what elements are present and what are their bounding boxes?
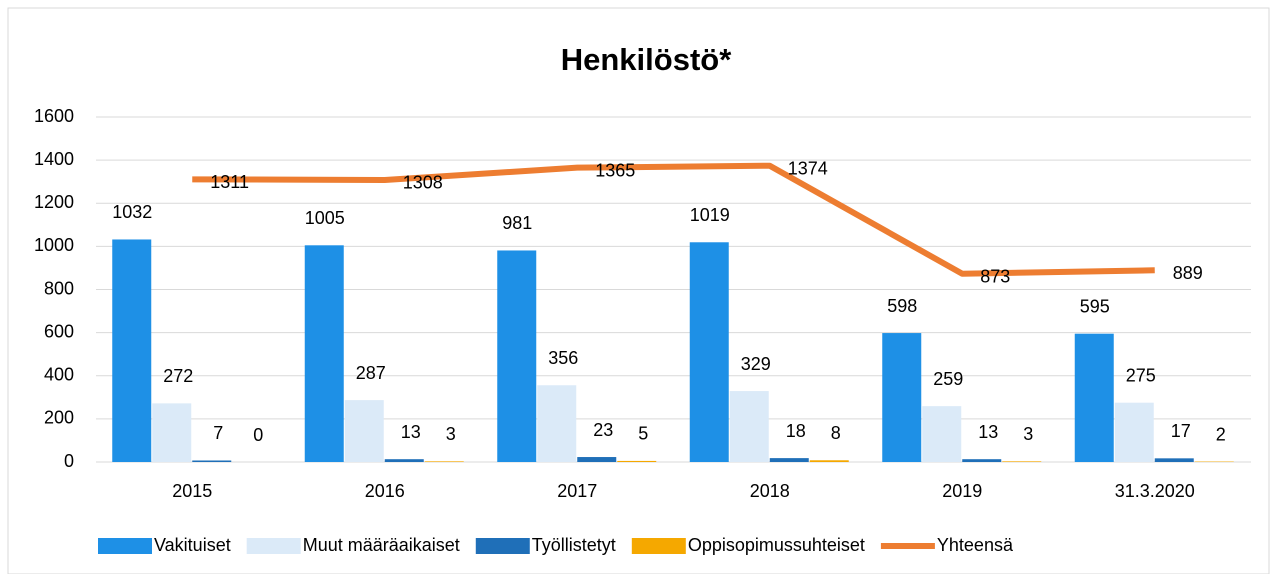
data-label: 595 xyxy=(1080,296,1110,316)
legend-swatch xyxy=(98,538,152,554)
y-tick-label: 400 xyxy=(44,365,74,385)
data-label: 17 xyxy=(1171,421,1191,441)
line-label: 873 xyxy=(980,267,1010,287)
y-tick-label: 1400 xyxy=(34,149,74,169)
x-tick-label: 2019 xyxy=(942,481,982,501)
legend-label: Muut määräaikaiset xyxy=(303,535,460,555)
legend-swatch xyxy=(246,538,301,554)
data-label: 7 xyxy=(213,423,223,443)
data-label: 3 xyxy=(446,424,456,444)
bar xyxy=(962,459,1002,462)
bar xyxy=(152,403,192,462)
data-label: 0 xyxy=(253,425,263,445)
bar xyxy=(577,457,617,462)
y-tick-label: 1000 xyxy=(34,235,74,255)
data-label: 5 xyxy=(638,424,648,444)
legend-label: Oppisopimussuhteiset xyxy=(688,535,865,555)
y-tick-label: 600 xyxy=(44,321,74,341)
data-label: 18 xyxy=(786,421,806,441)
chart-border xyxy=(7,7,1270,574)
bar xyxy=(882,333,922,462)
data-label: 287 xyxy=(356,363,386,383)
line-label: 1308 xyxy=(403,173,443,193)
bar xyxy=(112,239,152,462)
legend-label: Vakituiset xyxy=(154,535,231,555)
line-label: 1374 xyxy=(788,158,828,178)
data-label: 259 xyxy=(933,369,963,389)
bar xyxy=(384,459,424,462)
data-label: 1005 xyxy=(305,208,345,228)
bar xyxy=(1074,333,1114,462)
bar xyxy=(192,460,232,462)
line-label: 1365 xyxy=(595,160,635,180)
x-tick-label: 2016 xyxy=(365,481,405,501)
bar xyxy=(809,460,849,462)
data-label: 356 xyxy=(548,348,578,368)
bar xyxy=(344,400,384,462)
chart-title: Henkilöstö* xyxy=(561,42,732,77)
bar xyxy=(689,242,729,462)
data-label: 329 xyxy=(741,354,771,374)
data-label: 275 xyxy=(1126,365,1156,385)
bar xyxy=(497,250,537,462)
data-label: 272 xyxy=(163,366,193,386)
bar xyxy=(424,461,464,462)
legend-swatch xyxy=(475,538,530,554)
data-label: 8 xyxy=(831,423,841,443)
bar xyxy=(304,245,344,462)
line-label: 889 xyxy=(1173,263,1203,283)
line-label: 1311 xyxy=(210,172,249,192)
y-tick-label: 1600 xyxy=(34,106,74,126)
data-label: 1032 xyxy=(112,202,152,222)
data-label: 13 xyxy=(978,422,998,442)
bar xyxy=(1002,461,1042,462)
bar xyxy=(922,406,962,462)
legend-label: Yhteensä xyxy=(937,535,1014,555)
y-tick-label: 800 xyxy=(44,278,74,298)
data-label: 981 xyxy=(502,213,532,233)
legend-swatch xyxy=(631,538,686,554)
bar xyxy=(617,460,657,462)
bar xyxy=(1114,402,1154,462)
line xyxy=(192,162,1155,277)
x-tick-label: 2018 xyxy=(750,481,790,501)
bar xyxy=(769,458,809,462)
y-tick-label: 1200 xyxy=(34,192,74,212)
data-label: 598 xyxy=(887,296,917,316)
data-label: 23 xyxy=(593,420,613,440)
bar xyxy=(1154,458,1194,462)
y-tick-label: 0 xyxy=(64,451,74,471)
x-tick-label: 2017 xyxy=(557,481,597,501)
legend-label: Työllistetyt xyxy=(532,535,616,555)
data-label: 3 xyxy=(1023,424,1033,444)
x-tick-label: 31.3.2020 xyxy=(1115,481,1195,501)
bar xyxy=(729,391,769,462)
data-label: 13 xyxy=(401,422,421,442)
data-label: 1019 xyxy=(690,205,730,225)
data-label: 2 xyxy=(1216,424,1226,444)
y-tick-label: 200 xyxy=(44,408,74,428)
bar xyxy=(537,385,577,462)
x-tick-label: 2015 xyxy=(172,481,212,501)
